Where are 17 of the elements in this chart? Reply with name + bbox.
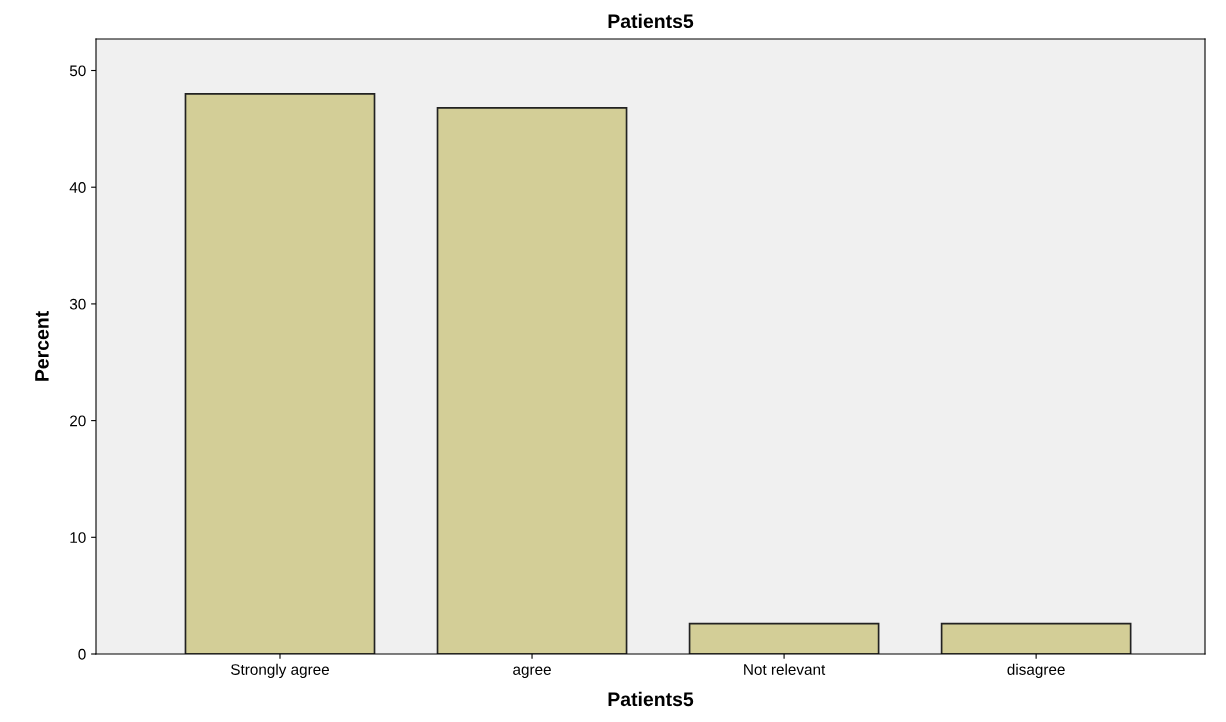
bar: [940, 622, 1132, 654]
y-tick-label: 20: [70, 415, 86, 427]
x-tick-label: disagree: [1007, 663, 1065, 678]
x-tick-label: Strongly agree: [231, 663, 329, 678]
x-tick-label: agree: [513, 666, 551, 678]
y-tick-label: 40: [69, 182, 86, 193]
y-tick-label: 0: [78, 648, 86, 660]
y-tick-label: 30: [69, 298, 86, 310]
y-tick-label: 50: [69, 65, 86, 77]
x-tick-label: Not relevant: [744, 663, 826, 675]
bar: [184, 93, 376, 654]
y-axis-title: Percent: [35, 311, 49, 381]
chart-title: Patients5: [608, 13, 694, 29]
bar: [436, 107, 628, 654]
y-tick-label: 10: [70, 532, 86, 543]
bar: [688, 622, 880, 654]
x-axis-title: Patients5: [608, 691, 694, 707]
